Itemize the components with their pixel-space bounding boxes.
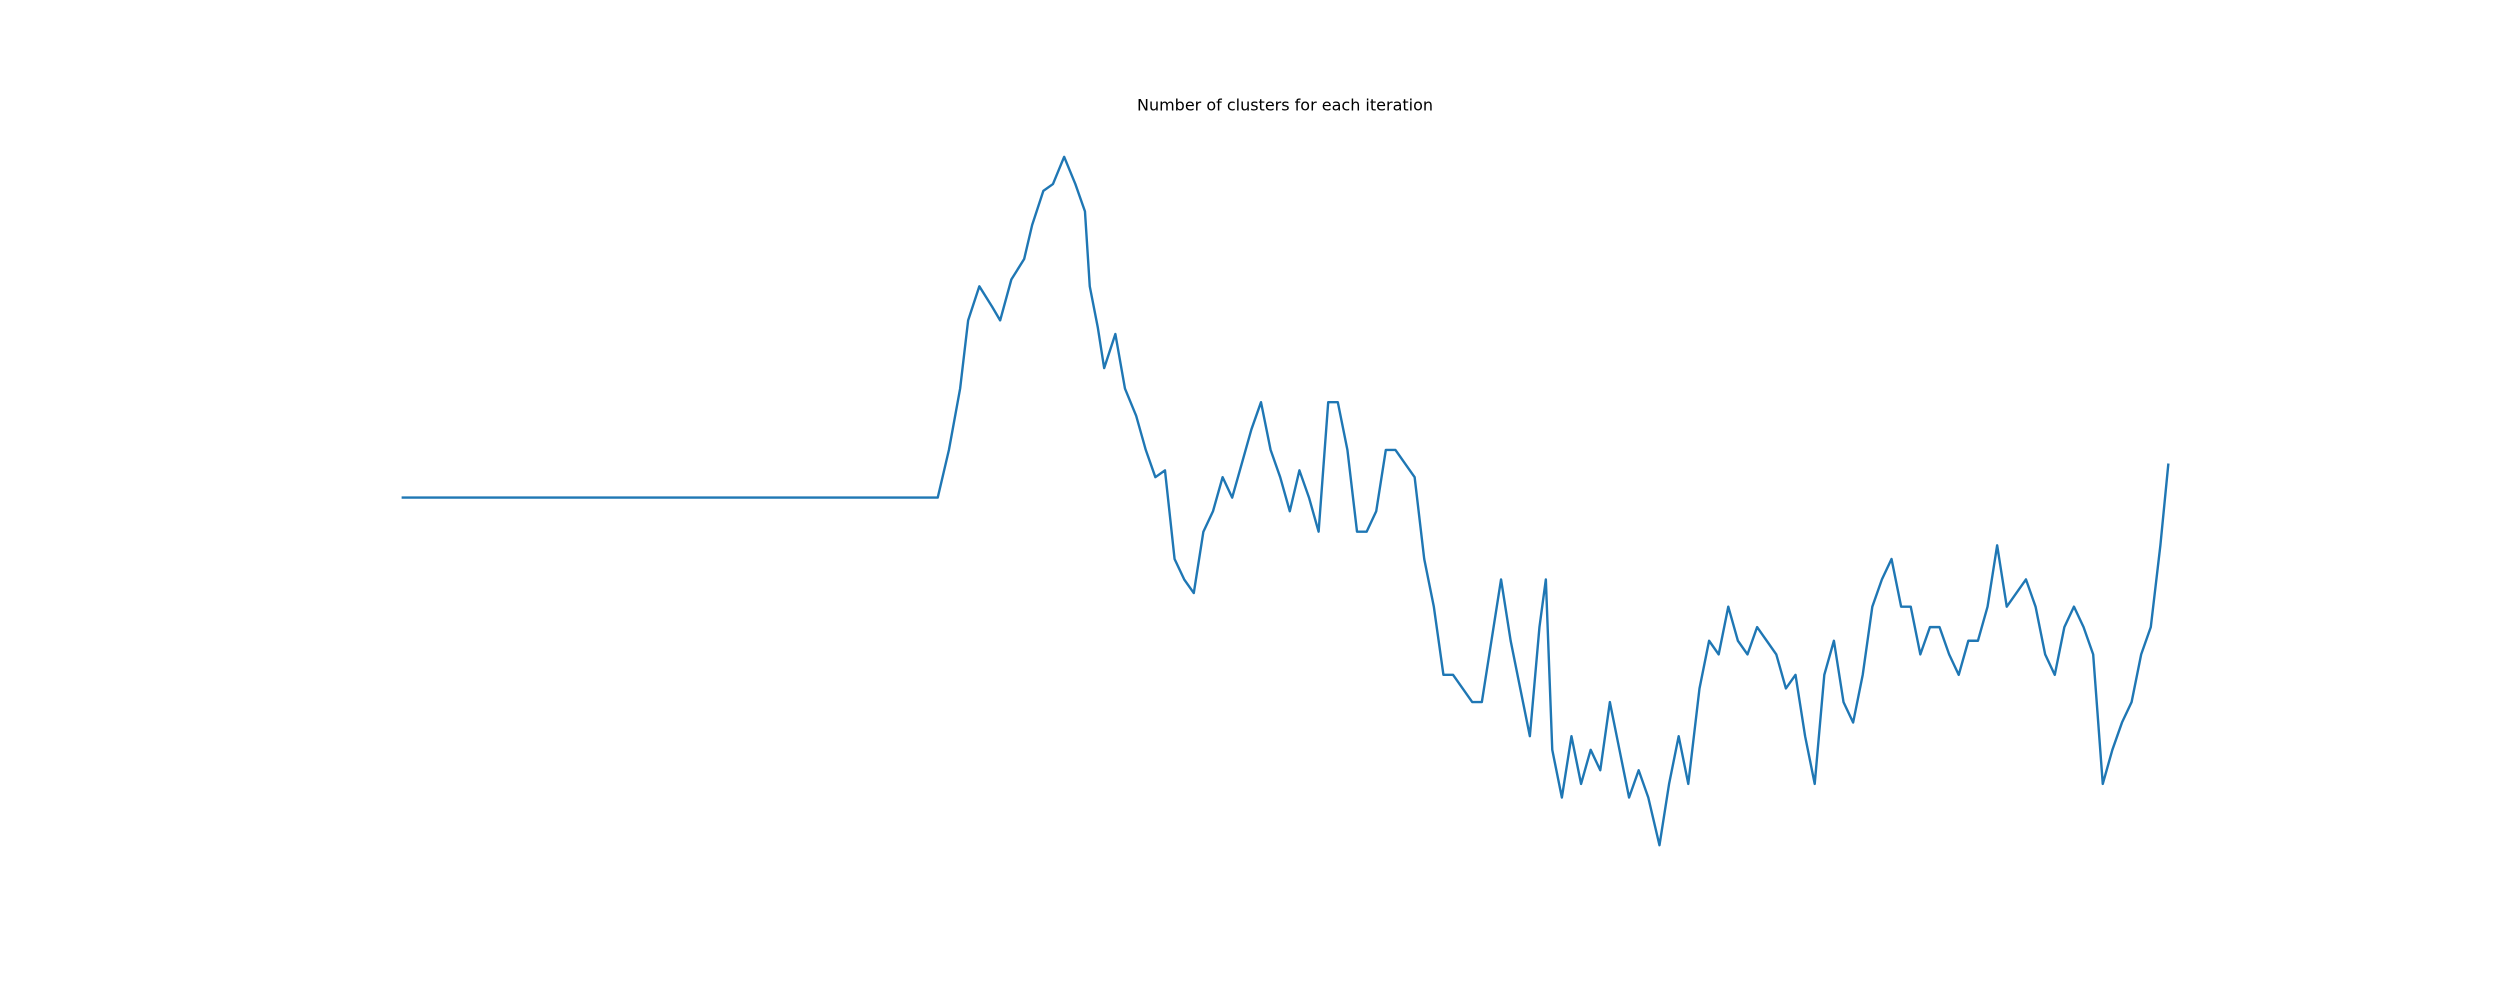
- chart-title: Number of clusters for each iteration: [1137, 96, 1433, 115]
- data-line: [401, 155, 2170, 847]
